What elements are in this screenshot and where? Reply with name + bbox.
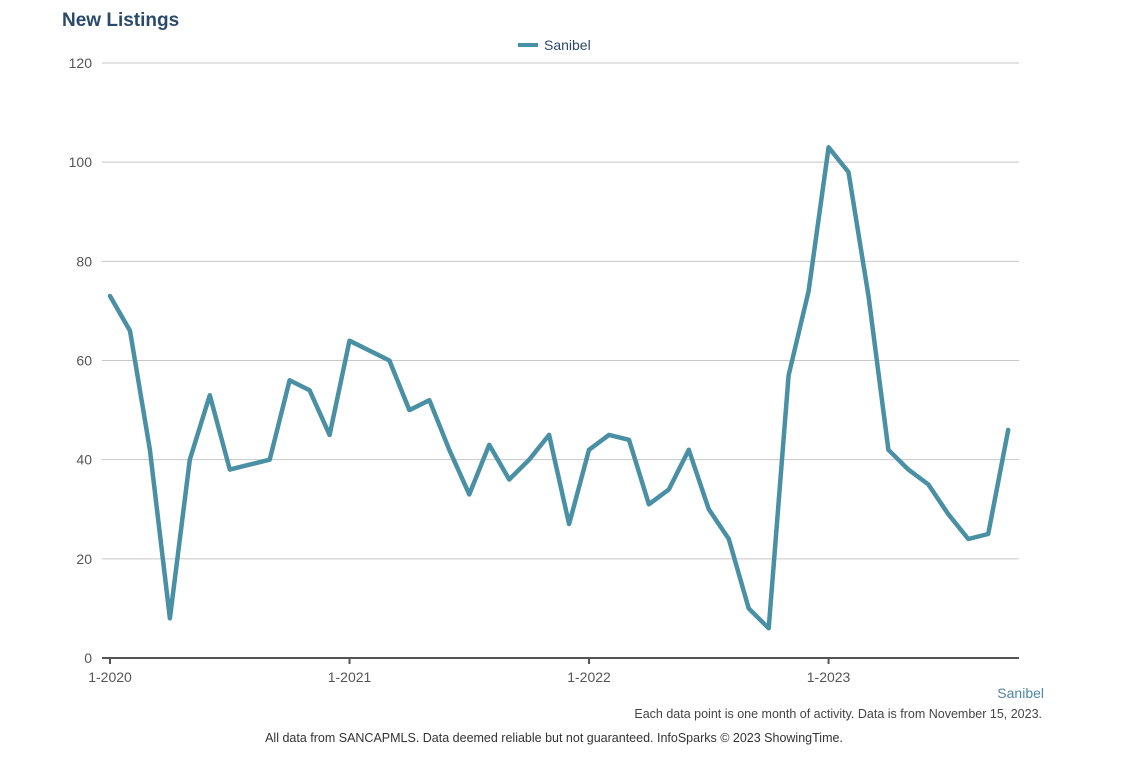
y-tick-label-60: 60 <box>76 353 92 369</box>
y-tick-label-100: 100 <box>69 154 93 170</box>
y-tick-label-40: 40 <box>76 452 92 468</box>
chart-title: New Listings <box>62 10 180 31</box>
data-source-note: All data from SANCAPMLS. Data deemed rel… <box>265 731 843 745</box>
x-tick-label-1-2020: 1-2020 <box>88 669 132 685</box>
x-tick-label-1-2021: 1-2021 <box>328 669 372 685</box>
x-tick-label-1-2023: 1-2023 <box>807 669 851 685</box>
y-tick-label-80: 80 <box>76 253 92 269</box>
x-tick-label-1-2022: 1-2022 <box>567 669 611 685</box>
y-axis-labels: 0 20 40 60 80 100 120 <box>69 55 93 666</box>
chart-legend[interactable]: Sanibel <box>518 37 591 53</box>
series-line-sanibel[interactable] <box>107 145 1011 631</box>
data-frequency-note: Each data point is one month of activity… <box>634 707 1042 721</box>
series-lines <box>107 145 1011 631</box>
series-footer-label: Sanibel <box>997 685 1044 701</box>
y-tick-label-120: 120 <box>69 55 93 71</box>
legend-swatch <box>518 43 538 47</box>
x-axis: 1-2020 1-2021 1-2022 1-2023 <box>88 657 1019 685</box>
y-tick-label-0: 0 <box>84 650 92 666</box>
y-tick-label-20: 20 <box>76 551 92 567</box>
grid-lines <box>102 62 1019 560</box>
legend-label: Sanibel <box>544 37 591 53</box>
